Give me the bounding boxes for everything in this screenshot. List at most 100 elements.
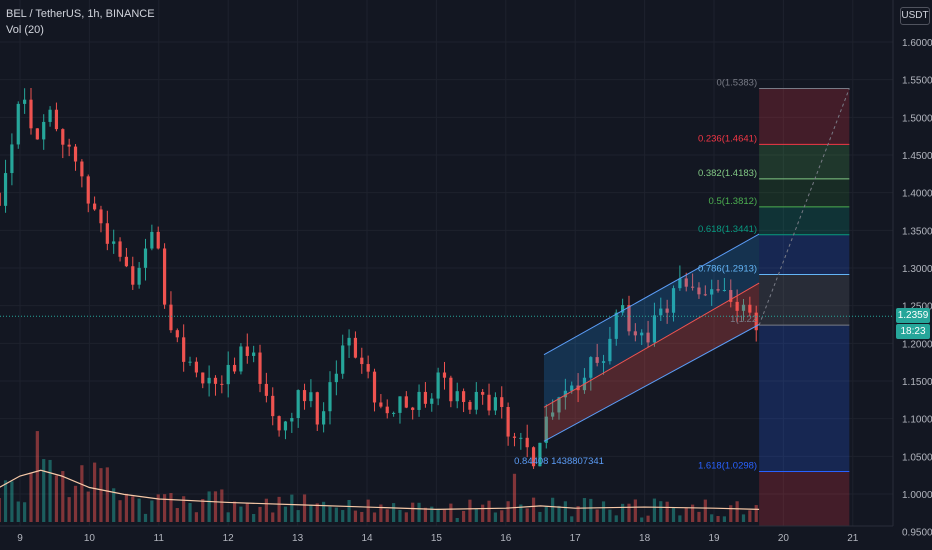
fib-level-label: 1.618(1.0298): [698, 461, 757, 472]
volume-bar: [430, 506, 434, 522]
volume-bar: [576, 506, 580, 522]
volume-bar: [506, 501, 510, 522]
candle-body: [23, 99, 27, 104]
volume-bar: [608, 509, 612, 522]
candle-body: [194, 361, 198, 373]
volume-bar: [341, 510, 345, 522]
volume-bar: [105, 467, 109, 522]
candle-body: [716, 289, 720, 291]
candle-body: [42, 121, 46, 140]
candle-body: [398, 396, 402, 413]
candle-body: [93, 203, 97, 210]
volume-bar: [633, 499, 637, 522]
candle-body: [735, 301, 739, 311]
price-tick-label: 1.2000: [902, 339, 932, 350]
candle-body: [423, 391, 428, 404]
candle-body: [258, 352, 262, 384]
candle-body: [226, 364, 230, 385]
candle-body: [347, 337, 351, 346]
volume-bar: [3, 480, 8, 522]
volume-bar: [436, 508, 440, 522]
candle-body: [544, 416, 548, 443]
fib-zone: [759, 471, 850, 528]
volume-bar: [150, 500, 154, 522]
candle-body: [322, 411, 326, 425]
candle-body: [334, 373, 338, 383]
volume-bar: [512, 473, 517, 522]
volume-bar: [423, 507, 428, 522]
channel-lower-line: [543, 324, 760, 442]
currency-unit-button[interactable]: USDT: [900, 7, 930, 25]
volume-bar: [563, 501, 567, 522]
volume-bar: [531, 497, 536, 522]
volume-bar: [589, 498, 593, 522]
candle-body: [665, 308, 669, 313]
candle-body: [633, 331, 637, 336]
candle-body: [3, 173, 8, 206]
candle-body: [442, 372, 447, 378]
candle-body: [29, 99, 33, 129]
volume-bar: [315, 503, 319, 522]
time-tick-label: 21: [847, 533, 859, 544]
volume-bar: [652, 498, 657, 522]
candle-body: [296, 390, 300, 418]
volume-bar: [207, 491, 211, 522]
volume-bar: [252, 513, 256, 522]
candle-body: [493, 397, 497, 411]
candle-body: [379, 402, 383, 407]
volume-bar: [481, 504, 485, 522]
candle-body: [54, 109, 59, 130]
time-tick-label: 19: [708, 533, 720, 544]
volume-bar: [277, 496, 281, 522]
volume-bar: [741, 514, 746, 522]
volume-bar: [194, 512, 198, 522]
volume-bar: [614, 515, 618, 522]
candle-body: [487, 394, 491, 411]
volume-bar: [697, 511, 701, 522]
candle-body: [691, 286, 695, 288]
candle-body: [277, 416, 281, 431]
volume-bar: [411, 502, 415, 522]
candle-body: [124, 256, 129, 267]
time-tick-label: 18: [639, 533, 651, 544]
candle-body: [73, 146, 78, 162]
candle-body: [430, 398, 434, 404]
volume-bar: [162, 494, 167, 522]
volume-bar: [455, 518, 459, 522]
volume-bar: [54, 475, 59, 522]
candle-body: [315, 392, 319, 425]
time-tick-label: 16: [500, 533, 512, 544]
volume-bar: [283, 506, 288, 522]
volume-bar: [80, 465, 84, 522]
volume-bar: [538, 511, 542, 522]
time-tick-label: 20: [778, 533, 790, 544]
candle-body: [0, 192, 1, 206]
candle-body: [512, 436, 517, 438]
candle-body: [589, 357, 593, 378]
candle-body: [481, 391, 485, 395]
candle-body: [201, 372, 205, 384]
candle-body: [309, 392, 313, 402]
volume-bar: [112, 488, 116, 522]
volume-bar: [449, 503, 453, 522]
candle-body: [748, 304, 752, 313]
fib-level-label: 0.618(1.3441): [698, 224, 757, 235]
price-tick-label: 1.1000: [902, 415, 932, 426]
volume-bar: [474, 508, 478, 522]
volume-bar: [61, 471, 65, 522]
volume-bar: [385, 509, 389, 522]
price-tick-label: 1.0000: [902, 490, 932, 501]
volume-bar: [296, 510, 300, 522]
volume-bar: [86, 491, 90, 522]
candle-body: [131, 266, 135, 285]
volume-bar: [302, 494, 307, 522]
candle-body: [118, 241, 122, 257]
candle-body: [614, 312, 618, 339]
candle-body: [601, 361, 606, 363]
volume-bar: [137, 498, 141, 522]
volume-bar: [220, 489, 224, 522]
volume-bar: [226, 512, 230, 522]
candle-body: [207, 377, 211, 384]
price-tick-label: 1.5000: [902, 113, 932, 124]
